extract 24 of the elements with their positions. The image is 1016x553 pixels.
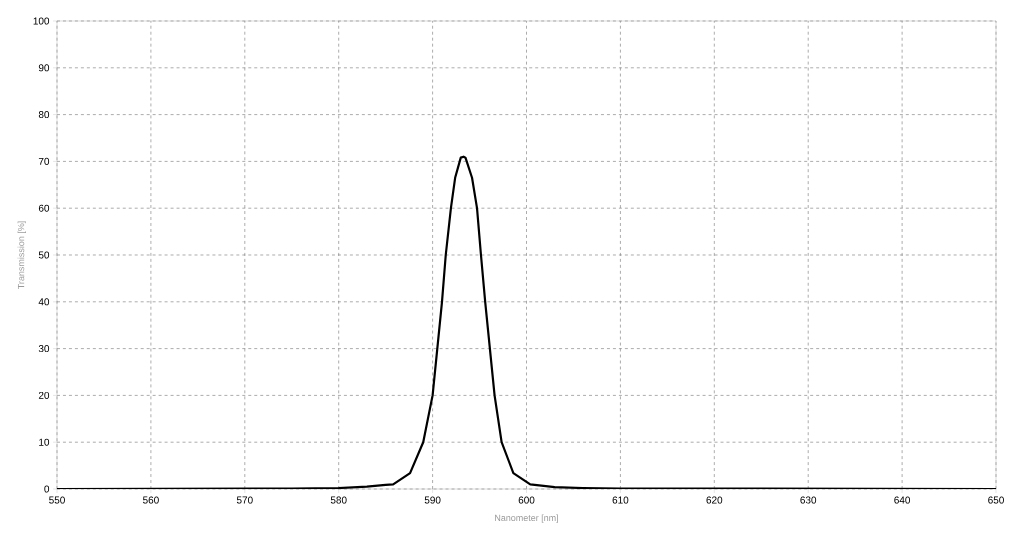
y-axis-title: Transmission [%] [17, 221, 27, 290]
y-tick-label: 10 [39, 438, 50, 446]
x-tick-label: 600 [518, 496, 535, 504]
y-tick-label: 30 [38, 345, 50, 353]
y-tick-label: 40 [38, 298, 50, 306]
y-tick-label: 90 [38, 64, 50, 72]
x-tick-label: 560 [143, 496, 159, 504]
y-tick-label: 70 [38, 157, 50, 165]
y-tick-label: 100 [33, 17, 50, 25]
x-tick-label: 650 [988, 496, 1004, 504]
y-tick-label: 60 [38, 204, 50, 212]
x-tick-label: 580 [330, 496, 347, 504]
x-tick-label: 620 [706, 496, 723, 504]
y-tick-label: 20 [38, 391, 50, 399]
y-tick-label: 0 [44, 485, 50, 493]
x-tick-label: 630 [800, 496, 817, 504]
x-tick-label: 590 [424, 496, 441, 504]
y-tick-label: 50 [38, 251, 50, 259]
x-tick-label: 640 [894, 496, 911, 504]
x-tick-label: 550 [49, 496, 65, 504]
y-tick-label: 80 [38, 111, 50, 119]
x-axis-title: Nanometer [nm] [495, 514, 558, 523]
x-tick-label: 610 [612, 496, 629, 504]
x-tick-label: 570 [236, 496, 253, 504]
